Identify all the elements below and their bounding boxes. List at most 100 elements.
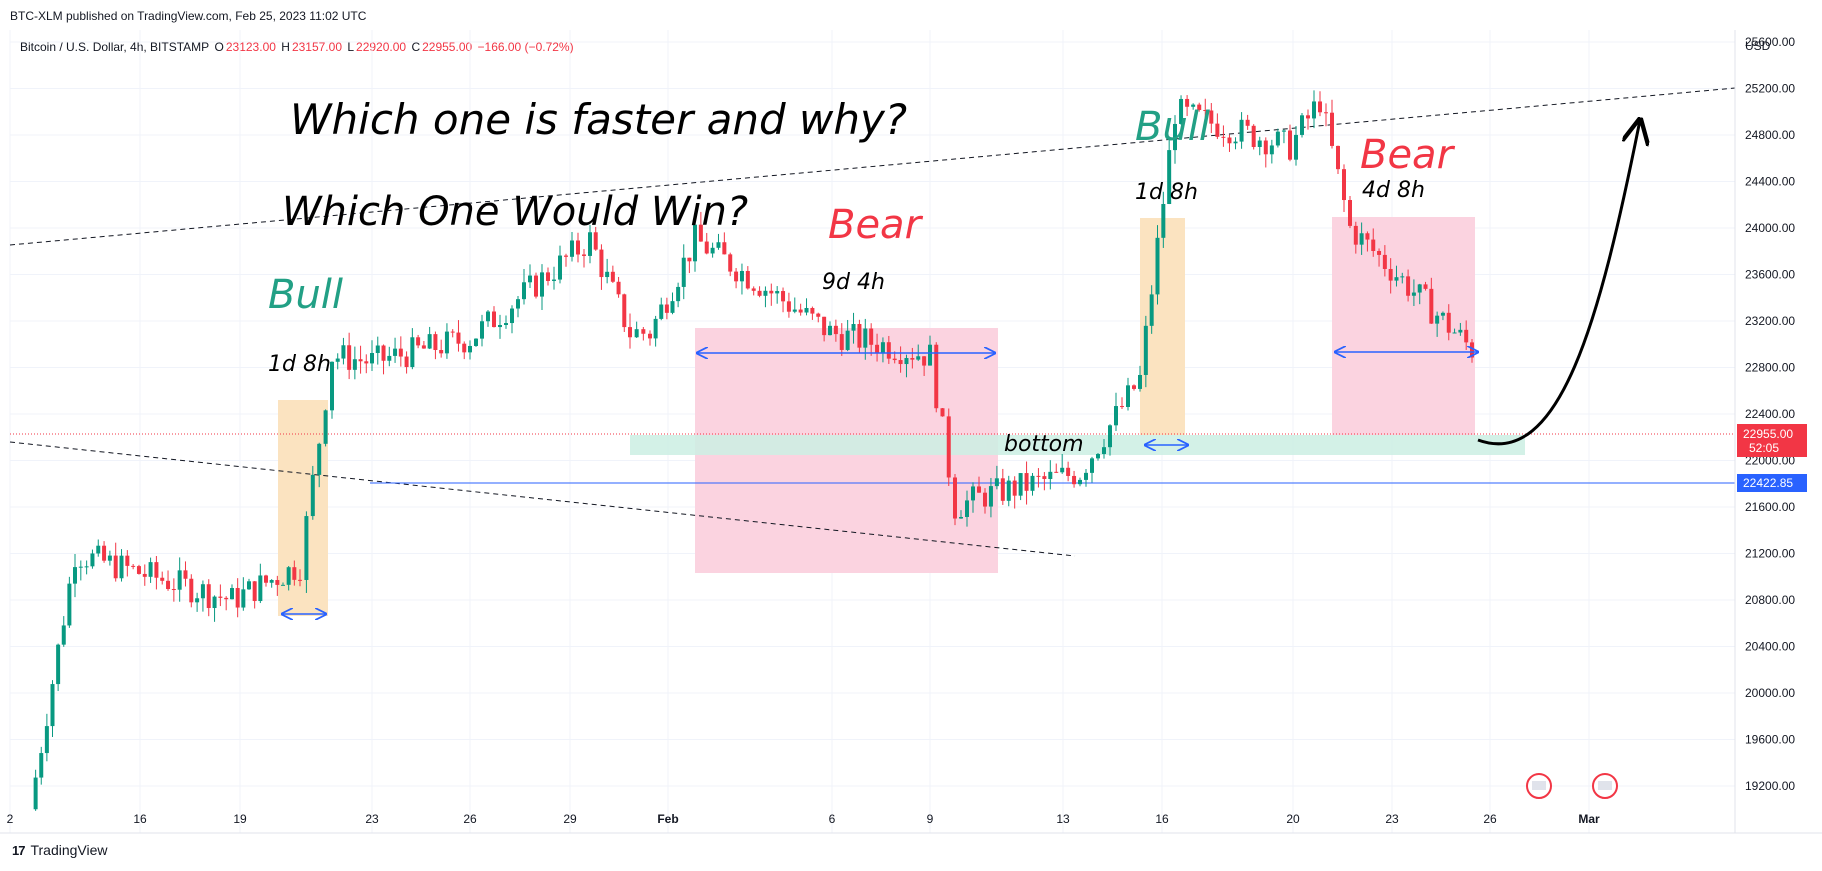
candle-body	[1072, 475, 1077, 485]
candle-body	[833, 325, 838, 335]
candle-body	[946, 416, 951, 478]
candle-body	[1215, 123, 1220, 137]
candle-body	[994, 478, 999, 487]
candle-body	[160, 577, 165, 581]
time-tick-label: 19	[233, 812, 247, 826]
candle-body	[892, 358, 897, 361]
candle-body	[1458, 329, 1463, 333]
candle-body	[84, 566, 89, 568]
candle-body	[241, 589, 246, 608]
candle-body	[206, 584, 211, 609]
candle-body	[605, 271, 610, 278]
candle-body	[358, 359, 363, 362]
candle-body	[1203, 110, 1208, 112]
hline-price-label: 22422.85	[1743, 476, 1793, 490]
candle-body	[404, 356, 409, 368]
bull-label-1: Bull	[268, 272, 343, 318]
candle-body	[1324, 112, 1328, 114]
price-tick-label: 19200.00	[1745, 779, 1795, 793]
candle-body	[269, 580, 274, 583]
drawing-overlay: Which one is faster and why? Which One Wo…	[268, 95, 1640, 799]
candle-body	[641, 329, 646, 334]
candle-body	[722, 242, 727, 255]
candle-body	[433, 334, 438, 350]
candle-body	[1102, 447, 1106, 454]
candle-body	[1348, 200, 1352, 226]
event-flag-icon-inner	[1598, 781, 1612, 790]
candle-body	[456, 332, 461, 344]
close-value: 22955.00	[422, 40, 473, 54]
hline-price-badge	[1737, 474, 1807, 492]
candle-body	[1353, 225, 1358, 245]
candle-body	[1306, 115, 1310, 119]
highlight-zones	[278, 217, 1525, 616]
candle-body	[988, 486, 993, 507]
candle-body	[965, 500, 969, 517]
candle-body	[136, 566, 141, 574]
candle-body	[335, 358, 340, 362]
candle-body	[78, 566, 83, 568]
candle-body	[310, 474, 315, 517]
candle-body	[96, 545, 101, 554]
candle-body	[540, 272, 544, 297]
candle-body	[734, 271, 739, 282]
candle-body	[444, 331, 449, 354]
candle-body	[1078, 479, 1082, 485]
candle-body	[39, 753, 44, 778]
candle-body	[622, 294, 627, 328]
price-tick-label: 24800.00	[1745, 128, 1795, 142]
current-price-label: 22955.00	[1743, 427, 1793, 441]
candle-body	[959, 516, 963, 519]
current-price-badge	[1737, 424, 1807, 457]
question-1-text: Which one is faster and why?	[290, 95, 907, 144]
candle-body	[1365, 233, 1370, 240]
candle-body	[1269, 145, 1274, 155]
candle-body	[102, 545, 107, 561]
candle-body	[786, 301, 791, 312]
candle-body	[552, 279, 556, 281]
candle-body	[534, 275, 538, 297]
candle-body	[341, 345, 346, 359]
candle-body	[1060, 467, 1065, 473]
candle-body	[875, 344, 880, 354]
candle-body	[593, 232, 598, 250]
price-tick-label: 21600.00	[1745, 500, 1795, 514]
lower-trendline	[9, 441, 1076, 557]
candle-body	[218, 596, 223, 598]
candle-body	[1288, 130, 1292, 160]
candle-body	[648, 333, 652, 339]
candle-body	[1312, 101, 1316, 119]
candle-body	[1030, 475, 1035, 491]
publish-header: BTC-XLM published on TradingView.com, Fe…	[10, 9, 367, 23]
candle-body	[1120, 406, 1124, 408]
time-tick-label: 13	[1056, 812, 1070, 826]
candle-body	[427, 334, 432, 349]
candle-body	[398, 348, 403, 357]
candle-body	[792, 309, 797, 312]
projection-arrow	[1477, 120, 1640, 446]
candle-body	[1377, 250, 1382, 255]
time-tick-label: 2	[7, 812, 14, 826]
candle-body	[1342, 169, 1346, 201]
candle-body	[845, 330, 850, 350]
candle-body	[410, 337, 415, 368]
candle-body	[421, 345, 426, 349]
candle-body	[977, 486, 981, 493]
candle-body	[416, 337, 421, 346]
price-tick-label: 23600.00	[1745, 268, 1795, 282]
candle-body	[1227, 137, 1232, 144]
candle-body	[681, 257, 686, 287]
candle-body	[1149, 294, 1154, 326]
candle-body	[564, 255, 568, 257]
open-label: O	[214, 40, 224, 54]
candle-body	[588, 232, 592, 256]
candle-body	[1423, 284, 1428, 289]
candle-body	[50, 684, 55, 727]
time-tick-label: 23	[1385, 812, 1399, 826]
price-axis: USD 19200.00 19600.00 20000.00 20400.00 20800…	[1734, 0, 1807, 833]
candle-body	[916, 356, 921, 360]
candle-body	[439, 349, 444, 354]
tradingview-logo[interactable]: 17 TradingView	[12, 842, 108, 858]
candle-body	[1371, 239, 1376, 251]
